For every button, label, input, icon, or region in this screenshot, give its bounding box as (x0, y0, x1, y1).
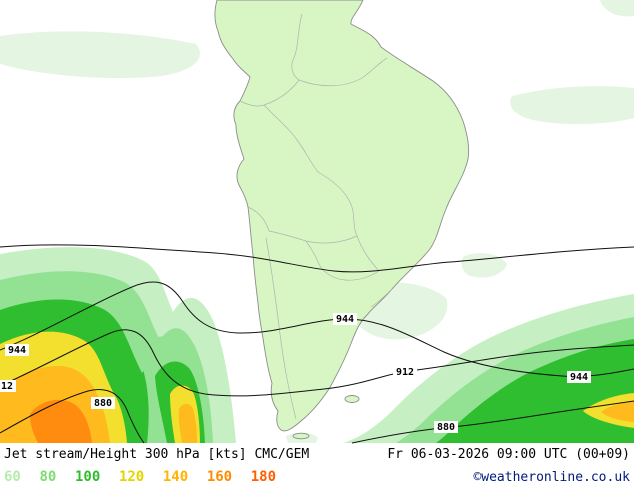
contour-label: 912 (396, 367, 414, 378)
sea-tint-patch (0, 31, 200, 79)
border-line (239, 100, 265, 107)
color-scale-legend: 60 80 100 120 140 160 180 (4, 466, 285, 485)
contour-label-chip (333, 313, 357, 325)
jet-system-left (0, 247, 236, 443)
jet-band-100 (436, 339, 634, 443)
contour-label-chip (91, 397, 115, 409)
contour-label-chip (393, 366, 417, 378)
legend-value-120: 120 (118, 469, 145, 485)
height-contour-912 (0, 329, 634, 397)
height-contour-880-right (351, 400, 634, 444)
legend-value-80: 80 (39, 469, 57, 485)
border-line (247, 206, 270, 232)
contour-label: 12 (1, 381, 13, 392)
border-line (370, 288, 393, 308)
jet-system-right (343, 294, 634, 443)
map-canvas: 944 12 880 944 912 944 880 (0, 0, 634, 444)
jet-band-140 (601, 401, 634, 422)
caption-row-title: Jet stream/Height 300 hPa [kts] CMC/GEM … (4, 446, 630, 463)
contour-label: 880 (94, 398, 112, 409)
jet-band-160 (30, 399, 92, 443)
height-contours (0, 244, 634, 444)
height-contour-944 (0, 281, 634, 377)
contour-label-chip (0, 380, 16, 392)
legend-value-100: 100 (75, 469, 101, 485)
valid-datetime: Fr 06-03-2026 09:00 UTC (00+09) (387, 447, 630, 462)
contour-label: 944 (336, 314, 354, 325)
jet-tongue-140 (178, 403, 197, 443)
sea-tint-patch (510, 86, 634, 125)
copyright-text: ©weatheronline.co.uk (473, 470, 630, 485)
legend-value-180: 180 (250, 469, 277, 485)
border-line (305, 240, 380, 281)
contour-label: 880 (437, 422, 455, 433)
height-contour (0, 244, 634, 273)
border-line (317, 171, 358, 237)
product-title: Jet stream/Height 300 hPa [kts] CMC/GEM (4, 447, 310, 462)
falkland-islands (344, 395, 360, 403)
contour-labels: 944 12 880 944 912 944 880 (0, 313, 591, 433)
contour-label-chip (567, 371, 591, 383)
southern-island (292, 432, 310, 440)
country-borders (239, 13, 393, 420)
legend-value-160: 160 (206, 469, 233, 485)
contour-label: 944 (8, 345, 26, 356)
border-line (298, 57, 388, 87)
legend-value-60: 60 (4, 469, 21, 485)
height-contour-880-left (0, 389, 145, 444)
legend-value-140: 140 (162, 469, 189, 485)
contour-label: 944 (570, 372, 588, 383)
caption-bar: Jet stream/Height 300 hPa [kts] CMC/GEM … (0, 444, 634, 490)
contour-label-chip (434, 421, 458, 433)
sea-tint-patch (461, 253, 507, 278)
sea-tint-patch (600, 0, 634, 17)
border-line (263, 104, 319, 173)
weather-map: 944 12 880 944 912 944 880 (0, 0, 634, 444)
contour-label-chip (5, 344, 29, 356)
caption-row-legend: 60 80 100 120 140 160 180 ©weatheronline… (4, 466, 630, 485)
border-line (265, 237, 297, 420)
border-line (291, 13, 303, 81)
border-line (263, 79, 300, 106)
border-line (356, 235, 380, 272)
